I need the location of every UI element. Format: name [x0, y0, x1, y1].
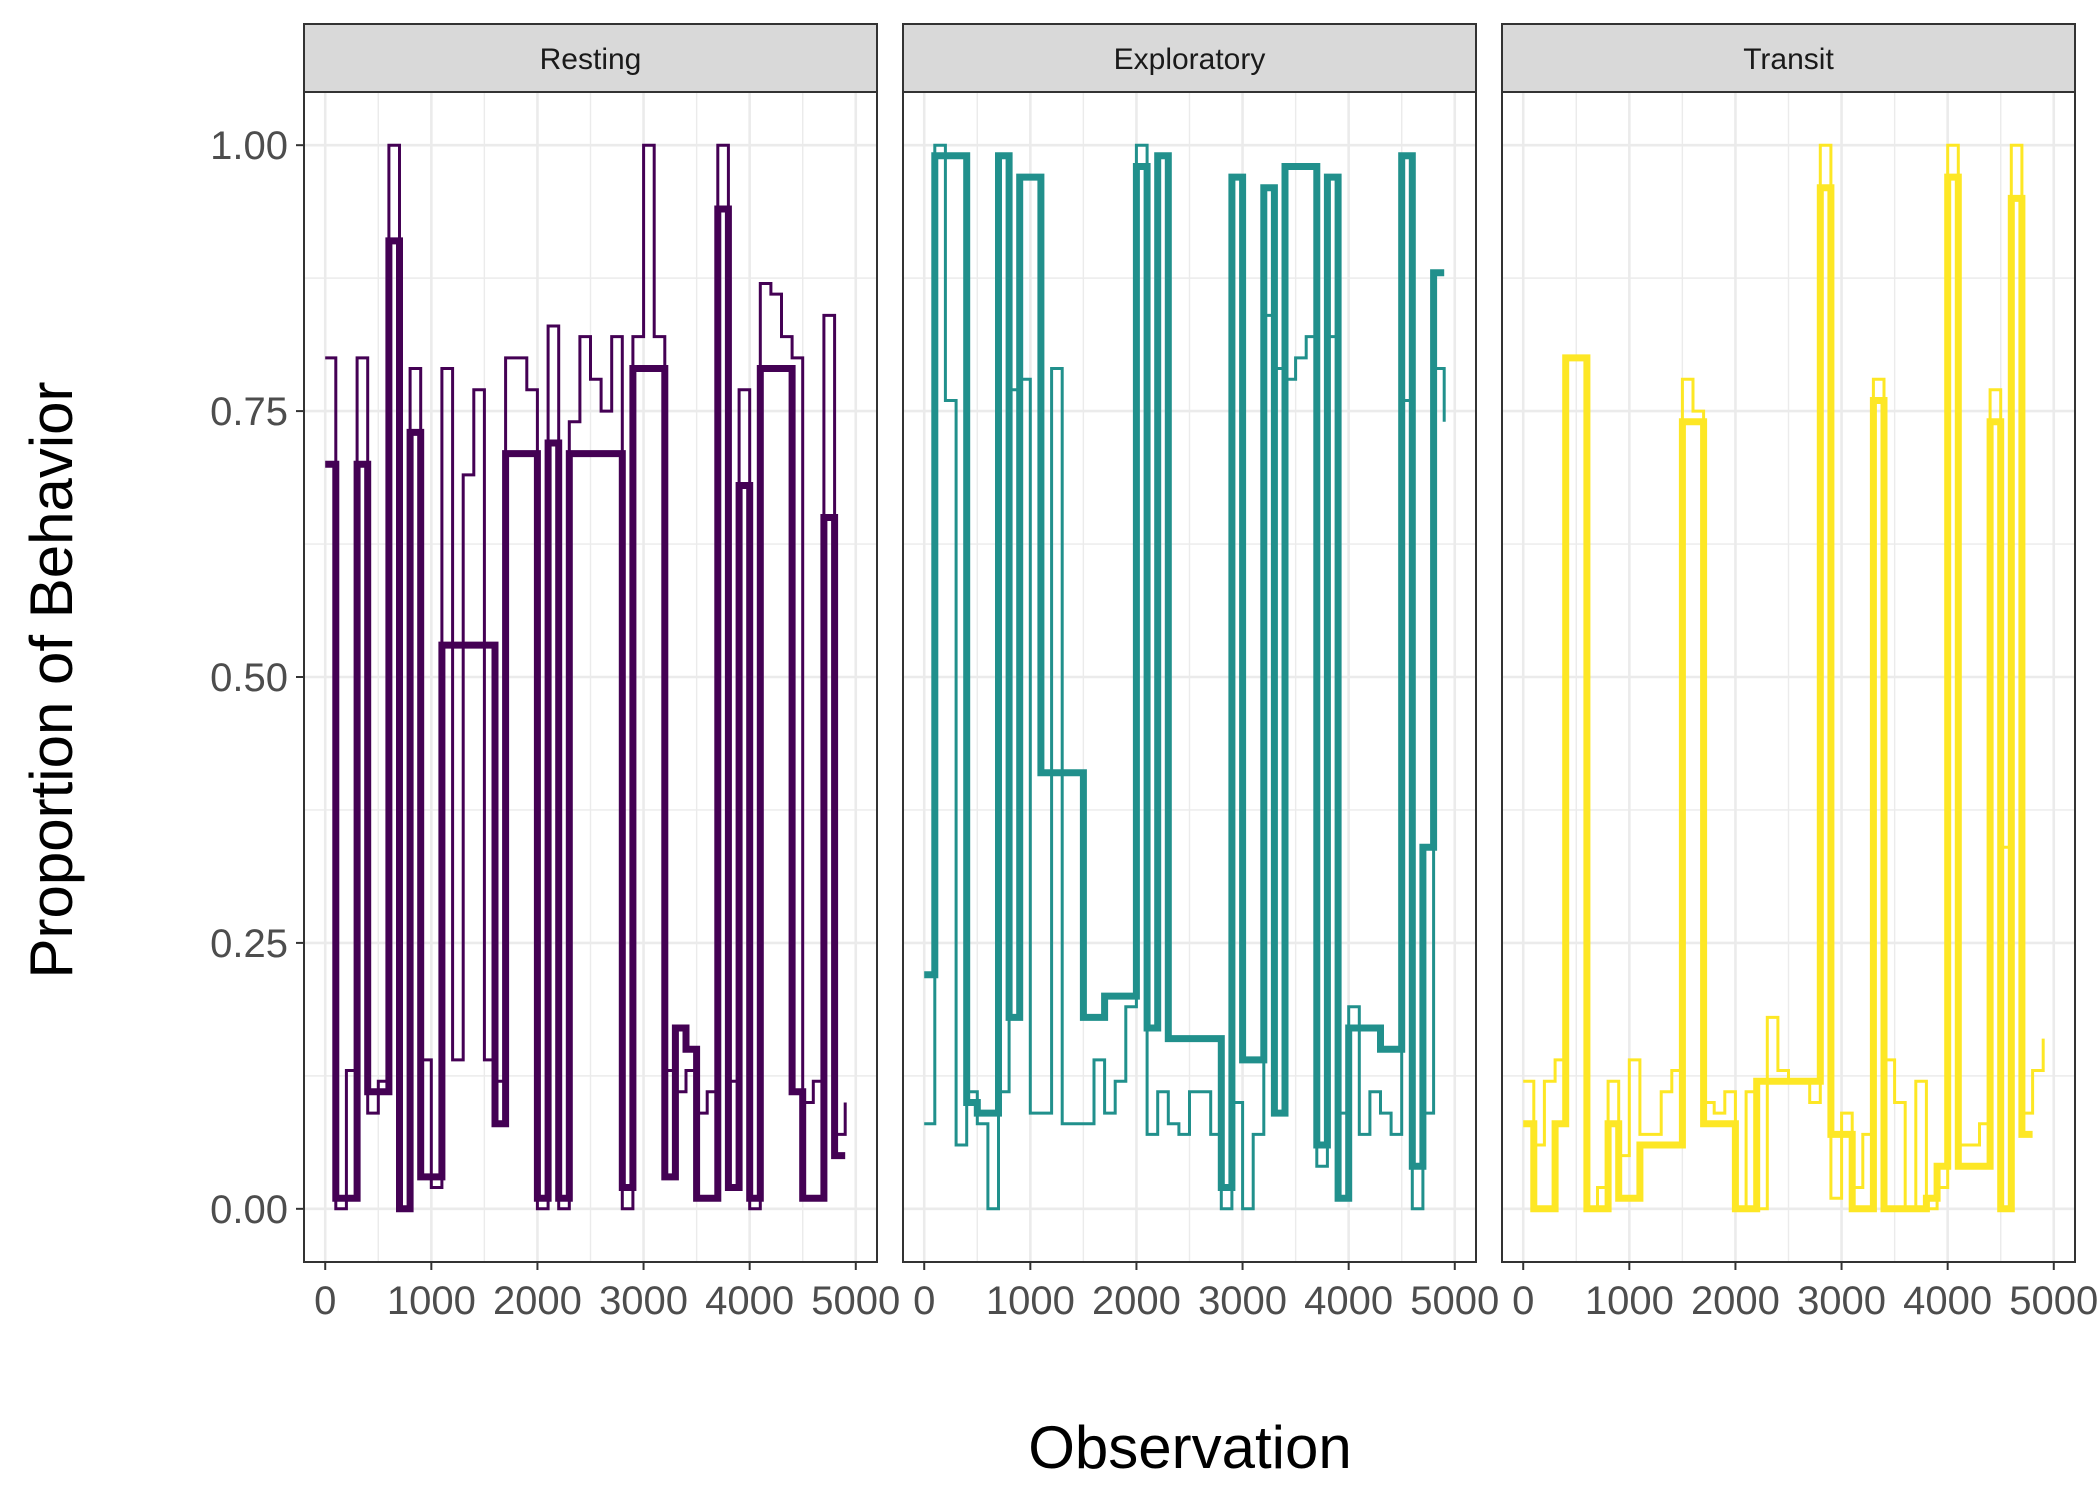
- x-tick-label: 2000: [1691, 1279, 1780, 1323]
- x-tick-label: 2000: [1092, 1279, 1181, 1323]
- x-tick-label: 1000: [986, 1279, 1075, 1323]
- x-axis-title: Observation: [1028, 1414, 1352, 1481]
- y-tick-label: 0.50: [210, 656, 288, 700]
- series-line-thin-resting: [325, 143, 847, 1211]
- y-tick-label: 0.25: [210, 922, 288, 966]
- y-tick-label: 1.00: [210, 124, 288, 168]
- series-line-thick-transit: [1523, 173, 2033, 1213]
- x-tick-label: 3000: [599, 1279, 688, 1323]
- facet-panel-exploratory: Exploratory 0 1000 2000 3000 4000 5000: [902, 23, 1499, 1323]
- series-line-thick-resting: [325, 205, 846, 1213]
- x-tick-label: 4000: [705, 1279, 794, 1323]
- x-tick-label: 5000: [2009, 1279, 2098, 1323]
- series-line-thin-exploratory: [924, 143, 1446, 1211]
- x-tick-label: 1000: [387, 1279, 476, 1323]
- x-tick-label: 5000: [811, 1279, 900, 1323]
- x-tick-label: 3000: [1797, 1279, 1886, 1323]
- series-line-thin-transit: [1523, 143, 2045, 1211]
- facet-strip: [902, 23, 1477, 93]
- x-tick-label: 0: [1512, 1279, 1534, 1323]
- x-tick-label: 0: [913, 1279, 935, 1323]
- facet-strip: [1501, 23, 2076, 93]
- series-line-thick-exploratory: [924, 152, 1445, 1202]
- facet-strip-label: Exploratory: [1114, 43, 1266, 76]
- x-tick-label: 4000: [1903, 1279, 1992, 1323]
- x-tick-label: 1000: [1585, 1279, 1674, 1323]
- y-axis-title: Proportion of Behavior: [18, 381, 85, 978]
- x-tick-label: 2000: [493, 1279, 582, 1323]
- y-tick-label: 0.75: [210, 390, 288, 434]
- x-tick-label: 0: [314, 1279, 336, 1323]
- facet-panel-resting: Resting 0 1000 2000 3000 4000 5000: [303, 23, 900, 1323]
- facet-panels: Resting 0 1000 2000 3000 4000 5000 Exploratory 0…: [303, 23, 2098, 1323]
- facet-strip-label: Transit: [1743, 43, 1834, 76]
- facet-strip-label: Resting: [540, 43, 642, 76]
- y-axis: 0.00 0.25 0.50 0.75 1.00: [210, 124, 304, 1232]
- x-tick-label: 4000: [1304, 1279, 1393, 1323]
- x-tick-label: 5000: [1410, 1279, 1499, 1323]
- facet-panel-transit: Transit 0 1000 2000 3000 4000 5000: [1501, 23, 2098, 1323]
- y-tick-label: 0.00: [210, 1188, 288, 1232]
- facet-strip: [303, 23, 878, 93]
- x-tick-label: 3000: [1198, 1279, 1287, 1323]
